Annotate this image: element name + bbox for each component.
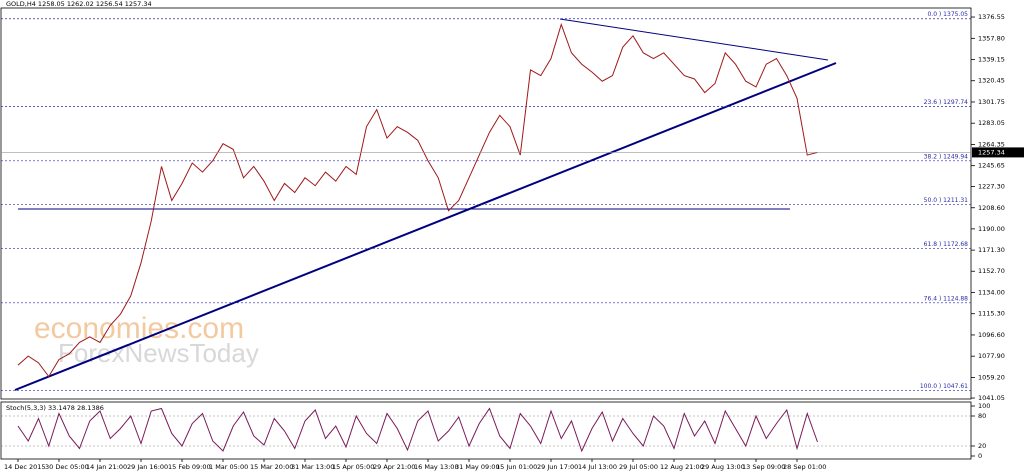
stoch-panel xyxy=(0,401,972,460)
y-tick-label: 1264.35 xyxy=(978,140,1005,148)
indicator-title: Stoch(5,3,3) 33.1478 28.1386 xyxy=(6,404,104,412)
fib-label: 0.0 ) 1375.05 xyxy=(927,11,968,18)
x-tick-label: 15 Jun 01:00 xyxy=(496,463,537,471)
x-tick-label: 29 Jun 17:00 xyxy=(537,463,578,471)
x-tick-label: 12 Aug 21:00 xyxy=(660,463,704,471)
x-tick-label: 15 Feb 09:00 xyxy=(168,463,211,471)
y-tick-label: 1227.30 xyxy=(978,183,1005,191)
x-tick-label: 15 Apr 05:00 xyxy=(332,463,374,471)
fib-label: 23.6 ) 1297.74 xyxy=(924,99,969,106)
fib-label: 50.0 ) 1211.31 xyxy=(924,197,969,204)
x-tick-label: 30 Dec 05:00 xyxy=(45,463,89,471)
last-price-label: 1257.34 xyxy=(978,148,1005,156)
y-tick-label: 1339.15 xyxy=(978,56,1005,64)
x-tick-label: 15 Mar 20:00 xyxy=(250,463,293,471)
x-tick-label: 29 Apr 21:00 xyxy=(373,463,415,471)
watermark: economies.com xyxy=(34,312,244,345)
fib-label: 100.0 ) 1047.61 xyxy=(920,383,968,390)
fib-label: 61.8 ) 1172.68 xyxy=(924,241,969,248)
y-tick-label: 1077.90 xyxy=(978,352,1005,360)
x-tick-label: 14 Jan 21:00 xyxy=(86,463,127,471)
y-tick-label: 1320.45 xyxy=(978,77,1005,85)
y-tick-label: 1134.00 xyxy=(978,288,1005,296)
y-tick-label: 1190.00 xyxy=(978,225,1005,233)
y-tick-label: 1059.20 xyxy=(978,373,1005,381)
x-tick-label: 29 Jul 05:00 xyxy=(619,463,658,471)
x-tick-label: 29 Jan 16:00 xyxy=(127,463,168,471)
x-tick-label: 13 Sep 09:00 xyxy=(742,463,785,471)
trend-line xyxy=(14,62,837,391)
x-tick-label: 29 Aug 13:00 xyxy=(701,463,745,471)
chart-title: GOLD,H4 1258.05 1262.02 1256.54 1257.34 xyxy=(6,0,152,8)
y-tick-label: 1301.75 xyxy=(978,98,1005,106)
y-tick-label: 100 xyxy=(978,402,990,410)
price-line xyxy=(17,22,818,378)
y-tick-label: 1357.80 xyxy=(978,34,1005,42)
main-panel xyxy=(0,7,972,400)
y-tick-label: 1376.55 xyxy=(978,13,1005,21)
y-tick-label: 1152.70 xyxy=(978,267,1005,275)
trend-line xyxy=(559,18,829,61)
x-tick-label: 14 Dec 2015 xyxy=(4,463,46,471)
fib-label: 38.2 ) 1249.94 xyxy=(924,153,969,160)
y-tick-label: 1283.05 xyxy=(978,119,1005,127)
y-tick-label: 80 xyxy=(978,412,986,420)
y-tick-label: 1245.65 xyxy=(978,162,1005,170)
y-tick-label: 0 xyxy=(978,452,982,460)
x-tick-label: 1 Mar 05:00 xyxy=(209,463,248,471)
fib-label: 76.4 ) 1124.88 xyxy=(924,295,969,302)
y-tick-label: 20 xyxy=(978,442,986,450)
x-tick-label: 31 May 09:00 xyxy=(455,463,500,471)
y-tick-label: 1171.30 xyxy=(978,246,1005,254)
x-tick-label: 28 Sep 01:00 xyxy=(783,463,826,471)
x-tick-label: 16 May 13:00 xyxy=(414,463,459,471)
y-tick-label: 1041.05 xyxy=(978,394,1005,402)
y-tick-label: 1096.60 xyxy=(978,331,1005,339)
last-price-box xyxy=(972,147,1024,158)
x-tick-label: 14 Jul 13:00 xyxy=(578,463,617,471)
x-tick-label: 31 Mar 13:00 xyxy=(291,463,334,471)
y-tick-label: 1115.30 xyxy=(978,310,1005,318)
y-tick-label: 1208.60 xyxy=(978,204,1005,212)
price-line xyxy=(17,407,818,453)
watermark: ForexNewsToday xyxy=(58,338,259,368)
